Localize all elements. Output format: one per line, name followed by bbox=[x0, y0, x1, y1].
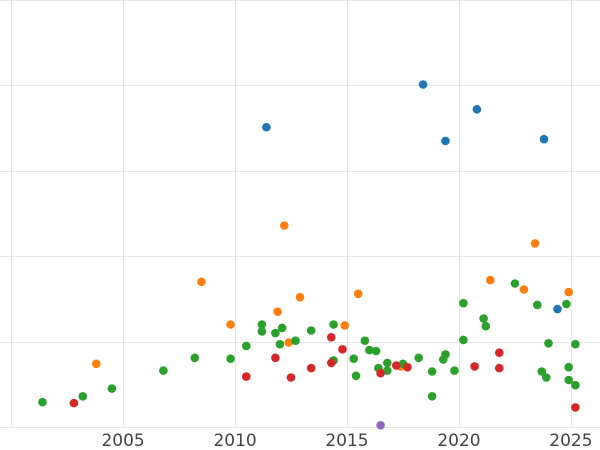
data-point-s3-0 bbox=[69, 398, 79, 408]
data-point-s2-10 bbox=[275, 339, 285, 349]
x-tick-label-1: 2010 bbox=[213, 431, 256, 450]
data-point-s2-44 bbox=[571, 380, 580, 390]
data-point-s2-30 bbox=[450, 366, 459, 375]
data-point-s2-12 bbox=[291, 336, 300, 346]
data-point-s2-14 bbox=[329, 320, 338, 329]
data-point-s3-1 bbox=[242, 372, 251, 381]
x-tick-label-4: 2025 bbox=[549, 431, 592, 450]
data-point-s3-2 bbox=[271, 353, 280, 363]
data-point-s2-19 bbox=[365, 345, 374, 355]
data-point-s2-26 bbox=[427, 392, 437, 401]
data-point-s2-4 bbox=[190, 353, 200, 363]
data-point-s2-31 bbox=[459, 335, 468, 345]
data-point-s2-17 bbox=[351, 371, 361, 381]
data-point-s3-3 bbox=[286, 373, 296, 382]
data-point-s2-35 bbox=[510, 279, 520, 288]
data-point-s2-22 bbox=[383, 358, 392, 368]
data-point-s1-3 bbox=[273, 307, 282, 317]
data-point-s3-5 bbox=[327, 333, 336, 342]
data-point-s1-7 bbox=[340, 321, 350, 330]
data-point-s0-2 bbox=[441, 136, 450, 146]
data-point-s2-34 bbox=[481, 321, 491, 331]
data-point-s2-29 bbox=[441, 350, 450, 359]
data-point-s1-2 bbox=[226, 320, 235, 329]
data-point-s2-33 bbox=[479, 314, 488, 323]
data-point-s1-12 bbox=[530, 239, 540, 248]
data-point-s2-41 bbox=[564, 375, 573, 385]
data-point-s0-0 bbox=[262, 122, 271, 132]
data-point-s2-20 bbox=[371, 346, 381, 356]
data-point-s3-8 bbox=[376, 368, 385, 378]
data-point-s2-9 bbox=[271, 328, 280, 338]
data-point-s2-39 bbox=[544, 339, 553, 348]
data-point-s2-38 bbox=[542, 373, 551, 382]
data-point-s0-5 bbox=[553, 304, 562, 314]
x-tick-label-3: 2020 bbox=[437, 431, 480, 450]
data-point-s2-25 bbox=[414, 353, 424, 363]
x-tick-label-2: 2015 bbox=[325, 431, 368, 450]
data-point-s1-1 bbox=[197, 277, 206, 287]
data-point-s3-10 bbox=[403, 362, 412, 372]
data-point-s0-4 bbox=[539, 134, 549, 144]
data-point-s2-11 bbox=[277, 323, 287, 333]
data-point-s0-3 bbox=[472, 105, 482, 114]
data-point-s0-1 bbox=[418, 80, 428, 89]
data-point-s2-43 bbox=[571, 339, 580, 349]
data-point-s2-6 bbox=[242, 341, 251, 351]
data-point-s2-13 bbox=[306, 326, 316, 335]
data-point-s1-13 bbox=[564, 287, 573, 297]
data-point-s2-0 bbox=[38, 397, 47, 407]
data-point-s3-13 bbox=[495, 363, 504, 373]
data-point-s1-4 bbox=[280, 221, 289, 230]
data-point-s4-0 bbox=[376, 421, 385, 430]
data-point-s2-42 bbox=[564, 362, 573, 372]
data-point-s2-32 bbox=[459, 298, 468, 308]
data-point-s1-6 bbox=[295, 292, 305, 302]
data-point-s1-5 bbox=[284, 338, 294, 347]
data-point-s3-6 bbox=[327, 358, 336, 368]
data-point-s2-1 bbox=[78, 392, 88, 401]
data-point-s3-4 bbox=[306, 363, 316, 373]
data-point-s1-8 bbox=[353, 289, 363, 299]
data-point-s1-10 bbox=[486, 275, 495, 285]
data-point-s2-36 bbox=[533, 300, 542, 310]
data-point-s2-40 bbox=[562, 299, 571, 309]
data-point-s2-5 bbox=[226, 354, 235, 364]
data-point-s2-3 bbox=[159, 366, 168, 375]
data-point-s1-0 bbox=[92, 359, 101, 369]
data-point-s2-27 bbox=[427, 367, 437, 376]
data-point-s2-37 bbox=[537, 367, 547, 376]
data-point-s3-11 bbox=[470, 362, 479, 371]
data-point-s2-7 bbox=[257, 327, 267, 336]
data-point-s3-9 bbox=[392, 361, 401, 370]
data-point-s2-8 bbox=[257, 320, 267, 329]
data-point-s2-18 bbox=[360, 336, 370, 346]
data-point-s3-12 bbox=[495, 348, 504, 358]
data-point-s3-14 bbox=[571, 403, 580, 412]
data-point-s2-23 bbox=[383, 366, 392, 375]
x-tick-label-0: 2005 bbox=[101, 431, 144, 450]
data-point-s1-11 bbox=[519, 285, 529, 294]
data-point-s3-7 bbox=[338, 345, 347, 354]
data-point-s2-16 bbox=[349, 354, 359, 364]
data-point-s2-2 bbox=[107, 384, 117, 393]
